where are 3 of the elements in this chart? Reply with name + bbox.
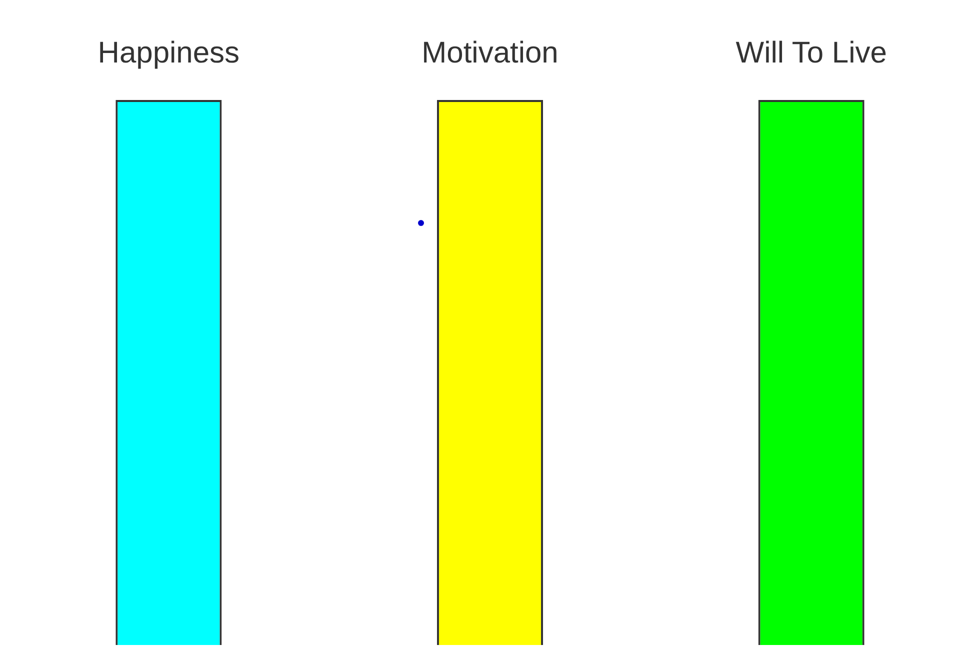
x-tick-label: Will To Live [736,36,887,70]
x-tick-label: Happiness [98,36,240,70]
x-tick-label: Motivation [422,36,558,70]
